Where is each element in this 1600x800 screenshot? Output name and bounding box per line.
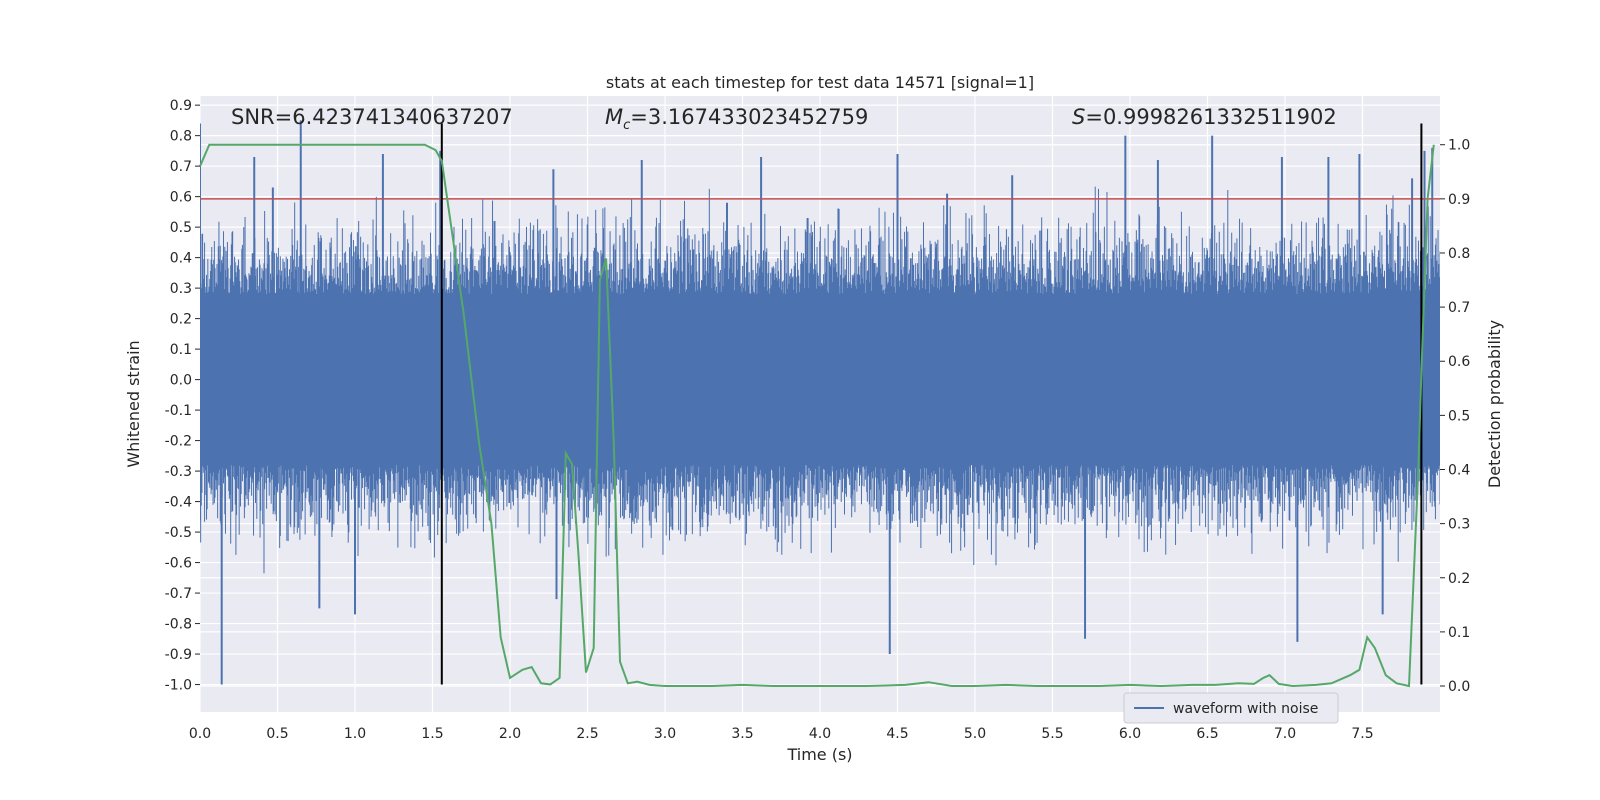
- y-tick-label: -0.9: [165, 647, 192, 663]
- x-tick-label: 2.5: [576, 726, 598, 742]
- x-tick-label: 7.5: [1351, 726, 1373, 742]
- y2-tick-label: 0.1: [1448, 625, 1470, 641]
- y-tick-label: -0.8: [165, 617, 192, 633]
- y2-tick-label: 0.0: [1448, 679, 1470, 695]
- x-tick-label: 1.0: [344, 726, 366, 742]
- y-tick-label: -0.2: [165, 434, 192, 450]
- chart-title: stats at each timestep for test data 145…: [606, 73, 1034, 92]
- y-tick-label: 0.1: [170, 342, 192, 358]
- y-tick-label: -0.4: [165, 495, 192, 511]
- y2-tick-label: 1.0: [1448, 138, 1470, 154]
- y-axis-ticks: 0.9 0.8 0.7 0.6 0.5 0.4 0.3 0.2 0.1 0.0 -0.1 -0.2 -0…: [165, 98, 200, 694]
- y-tick-label: 0.4: [170, 251, 192, 267]
- legend-box: [1123, 692, 1339, 724]
- y-tick-label: 0.2: [170, 312, 192, 328]
- y-tick-label: -0.3: [165, 464, 192, 480]
- x-tick-label: 2.0: [499, 726, 521, 742]
- y-tick-label: 0.7: [170, 159, 192, 175]
- y-tick-label: 0.3: [170, 281, 192, 297]
- y2-tick-label: 0.6: [1448, 354, 1470, 370]
- y-tick-label: -0.5: [165, 525, 192, 541]
- x-tick-label: 4.0: [809, 726, 831, 742]
- chirp-mass-value: =3.167433023452759: [630, 105, 868, 129]
- chirp-mass-annotation: Mc=3.167433023452759: [605, 105, 868, 133]
- x-tick-label: 0.5: [266, 726, 288, 742]
- y-tick-label: 0.0: [170, 373, 192, 389]
- y-tick-label: 0.5: [170, 220, 192, 236]
- x-tick-label: 3.0: [654, 726, 676, 742]
- y-tick-label: 0.9: [170, 98, 192, 114]
- x-axis-ticks: 0.0 0.5 1.0 1.5 2.0 2.5 3.0 3.5 4.0 4.5 5.0 5.5 6.0 6…: [189, 726, 1374, 742]
- chirp-mass-symbol: M: [605, 105, 623, 129]
- y2-tick-label: 0.5: [1448, 408, 1470, 424]
- x-tick-label: 6.5: [1196, 726, 1218, 742]
- snr-annotation: SNR=6.423741340637207: [231, 105, 513, 129]
- overlay: [199, 123, 1440, 688]
- x-tick-label: 5.5: [1041, 726, 1063, 742]
- y2-tick-label: 0.8: [1448, 246, 1470, 262]
- detection-probability-line: [199, 143, 1435, 688]
- y2-axis-label: Detection probability: [1485, 320, 1504, 488]
- x-tick-label: 0.0: [189, 726, 211, 742]
- y-tick-label: -0.1: [165, 403, 192, 419]
- x-axis-label: Time (s): [786, 745, 852, 764]
- y2-tick-label: 0.2: [1448, 571, 1470, 587]
- x-tick-label: 4.5: [886, 726, 908, 742]
- chirp-mass-subscript: c: [623, 118, 630, 133]
- y2-axis-ticks: 1.0 0.9 0.8 0.7 0.6 0.5 0.4 0.3 0.2 0.1 0.0: [1440, 138, 1470, 695]
- score-annotation: S=0.9998261332511902: [1072, 105, 1337, 129]
- x-tick-label: 7.0: [1274, 726, 1296, 742]
- legend: waveform with noise: [1123, 692, 1339, 724]
- y-tick-label: 0.8: [170, 129, 192, 145]
- y-tick-label: 0.6: [170, 190, 192, 206]
- y-tick-label: -1.0: [165, 678, 192, 694]
- waveform-core: [200, 294, 1440, 465]
- y-tick-label: -0.6: [165, 556, 192, 572]
- x-tick-label: 6.0: [1119, 726, 1141, 742]
- y2-tick-label: 0.4: [1448, 462, 1470, 478]
- y-axis-label: Whitened strain: [124, 340, 143, 467]
- waveform-series: [200, 120, 1440, 685]
- y2-tick-label: 0.3: [1448, 517, 1470, 533]
- x-tick-label: 1.5: [421, 726, 443, 742]
- y2-tick-label: 0.7: [1448, 300, 1470, 316]
- legend-label-waveform: waveform with noise: [1173, 701, 1318, 717]
- score-symbol: S: [1072, 105, 1085, 129]
- x-tick-label: 3.5: [731, 726, 753, 742]
- x-tick-label: 5.0: [964, 726, 986, 742]
- y-tick-label: -0.7: [165, 586, 192, 602]
- y2-tick-label: 0.9: [1448, 192, 1470, 208]
- score-value: =0.9998261332511902: [1085, 105, 1336, 129]
